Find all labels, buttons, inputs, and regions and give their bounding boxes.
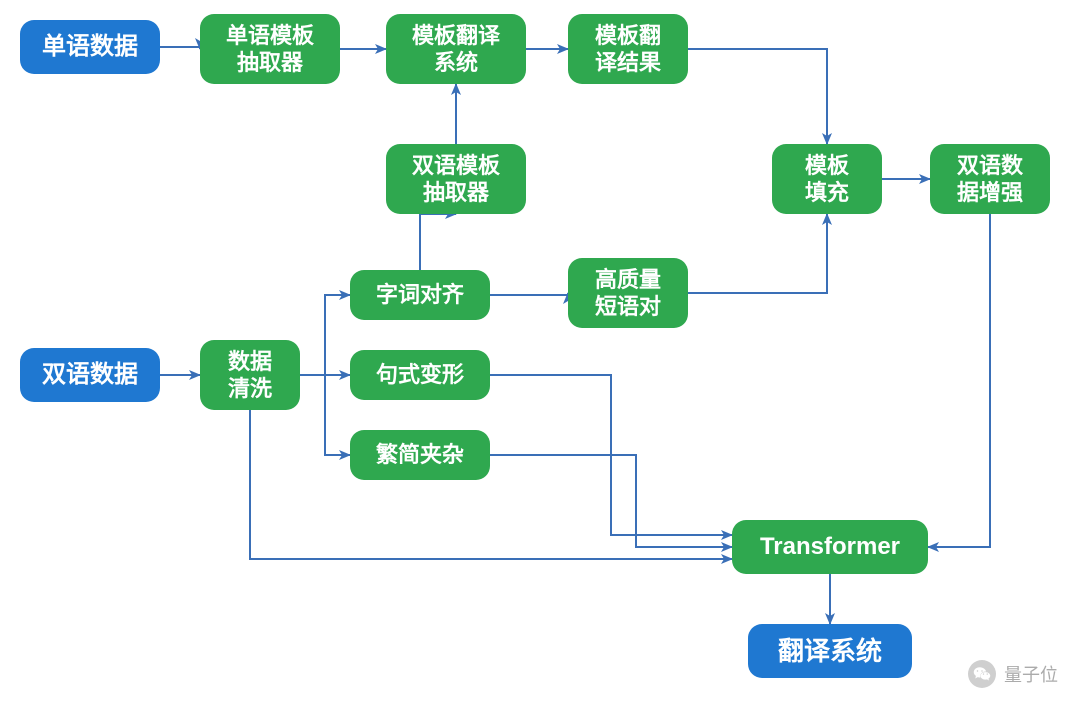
- edge-bi_aug-to-transformer: [928, 214, 990, 547]
- node-word_align: 字词对齐: [350, 270, 490, 320]
- edge-mono_data-to-mono_extractor: [160, 47, 200, 49]
- node-tmpl_mt: 模板翻译 系统: [386, 14, 526, 84]
- node-mono_extractor: 单语模板 抽取器: [200, 14, 340, 84]
- node-tmpl_mt_out: 模板翻 译结果: [568, 14, 688, 84]
- watermark-text: 量子位: [1004, 661, 1058, 687]
- edge-hq_phrase-to-tmpl_fill: [688, 214, 827, 293]
- node-data_clean: 数据 清洗: [200, 340, 300, 410]
- node-transformer: Transformer: [732, 520, 928, 574]
- node-mt_system: 翻译系统: [748, 624, 912, 678]
- watermark: 量子位: [968, 660, 1058, 688]
- node-bi_extractor: 双语模板 抽取器: [386, 144, 526, 214]
- flowchart-edges-layer: [0, 0, 1080, 725]
- edge-data_clean-to-word_align: [300, 295, 350, 375]
- node-sent_morph: 句式变形: [350, 350, 490, 400]
- node-bi_aug: 双语数 据增强: [930, 144, 1050, 214]
- node-trad_simp_mix: 繁简夹杂: [350, 430, 490, 480]
- edge-data_clean-to-transformer: [250, 410, 732, 559]
- edge-word_align-to-bi_extractor: [420, 214, 456, 270]
- node-bi_data: 双语数据: [20, 348, 160, 402]
- node-mono_data: 单语数据: [20, 20, 160, 74]
- node-tmpl_fill: 模板 填充: [772, 144, 882, 214]
- edge-tmpl_mt_out-to-tmpl_fill: [688, 49, 827, 144]
- wechat-icon: [968, 660, 996, 688]
- edge-word_align-to-hq_phrase: [490, 293, 568, 295]
- node-hq_phrase: 高质量 短语对: [568, 258, 688, 328]
- edge-data_clean-to-trad_simp_mix: [300, 375, 350, 455]
